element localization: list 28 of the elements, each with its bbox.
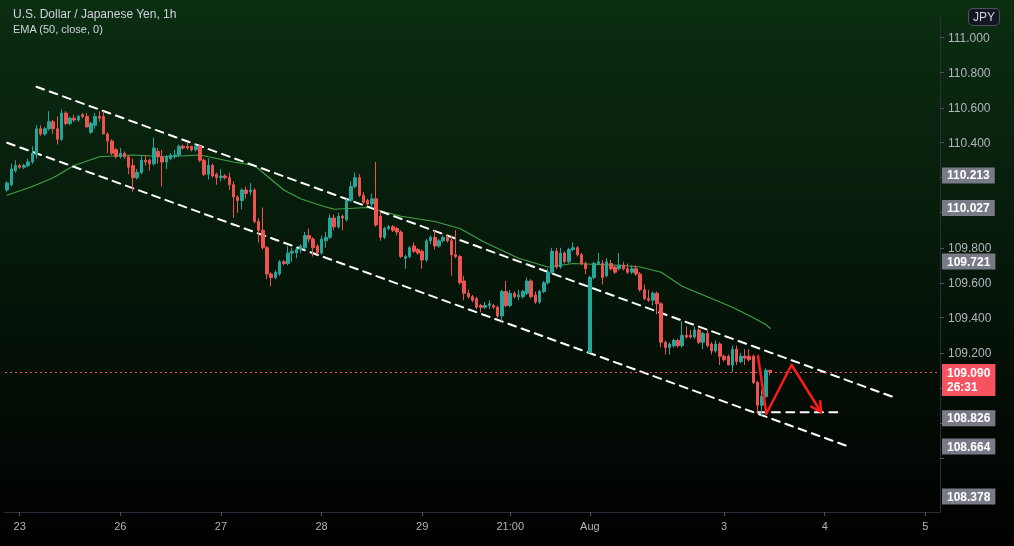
x-tick-label: 27 [214, 519, 228, 532]
y-tick-label: 110.800 [948, 65, 991, 80]
x-tick-label: 29 [416, 519, 429, 532]
y-tick-label: 110.400 [948, 135, 991, 150]
y-tick-label: 109.200 [948, 345, 992, 360]
chart-title: U.S. Dollar / Japanese Yen, 1h [13, 7, 177, 21]
x-tick-label: 21:00 [496, 519, 524, 532]
x-tick-label: 26 [114, 519, 127, 532]
ref-line-label: 109.090 26:31 [947, 366, 991, 394]
y-tick-label: 109.800 [948, 240, 992, 255]
text: 110.027 [947, 201, 991, 216]
text: EMA (50, close, 0) [13, 22, 103, 35]
text: 108.826 [947, 411, 991, 426]
text: 108.664 [947, 439, 991, 454]
x-tick-label: 4 [821, 519, 828, 532]
y-tick-label: 110.600 [948, 100, 991, 115]
y-tick-label: 109.400 [948, 310, 992, 325]
text: 108.378 [947, 489, 991, 504]
x-tick-label: Aug [580, 519, 600, 532]
y-tick-label: 109.600 [948, 275, 992, 290]
text: 110.213 [947, 168, 991, 183]
text: 109.721 [947, 254, 991, 269]
x-tick-label: 5 [922, 519, 929, 532]
x-tick-label: 23 [13, 519, 26, 532]
text: JPY [972, 10, 996, 24]
x-tick-label: 3 [721, 519, 728, 532]
x-tick-label: 28 [315, 519, 328, 532]
y-tick-label: 111.000 [948, 30, 990, 45]
